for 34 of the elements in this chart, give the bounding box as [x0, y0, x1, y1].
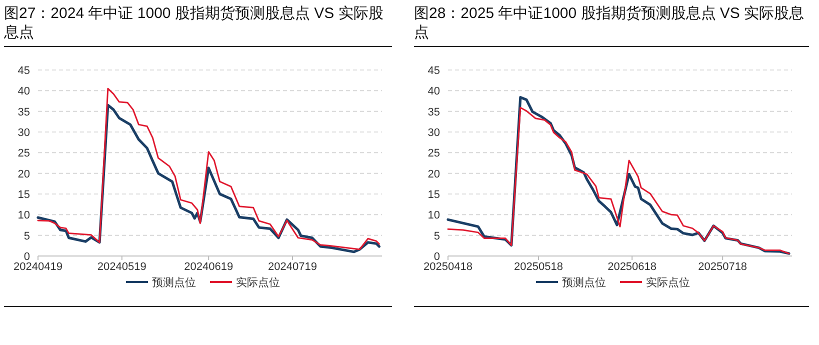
- y-tick-label: 25: [18, 148, 30, 160]
- y-tick-label: 40: [18, 86, 30, 98]
- y-tick-label: 15: [18, 189, 30, 201]
- x-tick-label: 20240719: [268, 261, 317, 273]
- y-tick-label: 0: [24, 251, 30, 263]
- x-tick-label: 20250418: [424, 261, 472, 273]
- y-tick-label: 45: [18, 65, 30, 77]
- y-tick-label: 20: [428, 168, 440, 180]
- y-tick-label: 35: [18, 106, 30, 118]
- y-tick-label: 5: [24, 230, 30, 242]
- y-tick-label: 10: [428, 210, 440, 222]
- y-tick-label: 20: [18, 168, 30, 180]
- y-tick-label: 10: [18, 210, 30, 222]
- y-tick-label: 35: [428, 106, 440, 118]
- x-tick-label: 20250718: [698, 261, 748, 273]
- legend-label: 实际点位: [236, 276, 280, 289]
- y-tick-label: 0: [434, 251, 440, 263]
- x-tick-label: 20240419: [14, 261, 62, 273]
- legend-label: 预测点位: [562, 276, 606, 289]
- legend-label: 预测点位: [152, 276, 196, 289]
- y-tick-label: 40: [428, 86, 440, 98]
- chart-title: 图27：2024 年中证 1000 股指期货预测股息点 VS 实际股息点: [4, 4, 384, 42]
- x-tick-label: 20240519: [97, 261, 146, 273]
- legend-label: 实际点位: [646, 276, 690, 289]
- y-tick-label: 25: [428, 148, 440, 160]
- y-tick-label: 5: [434, 230, 440, 242]
- y-tick-label: 30: [18, 127, 30, 139]
- y-tick-label: 45: [428, 65, 440, 77]
- x-tick-label: 20250618: [608, 261, 657, 273]
- x-tick-label: 20240619: [184, 261, 234, 273]
- chart-title: 图28：2025 年中证1000 股指期货预测股息点 VS 实际股息点: [414, 4, 806, 42]
- y-tick-label: 30: [428, 127, 440, 139]
- y-tick-label: 15: [428, 189, 440, 201]
- x-tick-label: 20250518: [514, 261, 564, 273]
